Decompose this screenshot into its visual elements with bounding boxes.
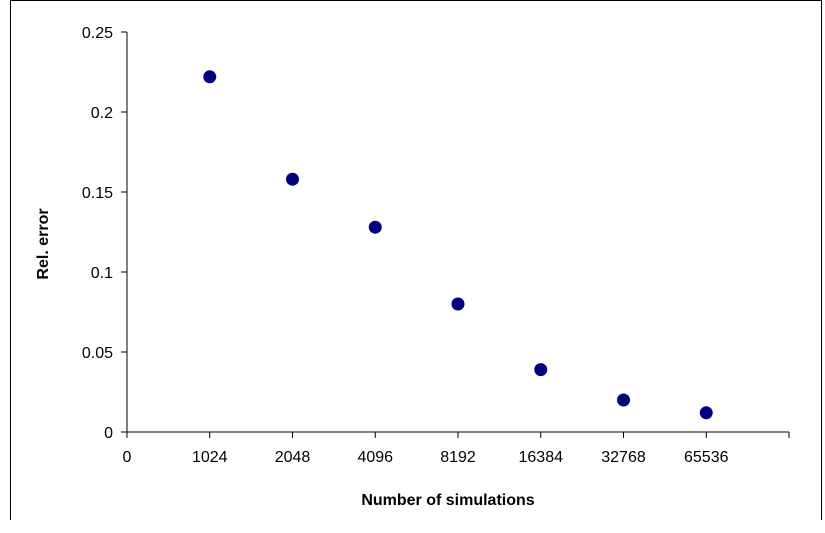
y-tick-label: 0.25 [82,25,113,42]
y-tick-label: 0.1 [91,265,113,282]
x-tick-label: 0 [123,449,132,466]
data-points [203,70,713,419]
y-ticks: 0 0.05 0.1 0.15 0.2 0.25 [82,25,127,442]
data-point [700,406,713,419]
data-point [534,363,547,376]
y-tick-label: 0 [104,425,113,442]
y-tick-label: 0.15 [82,185,113,202]
data-point [617,394,630,407]
data-point [203,70,216,83]
x-tick-label: 4096 [357,449,393,466]
axes [127,32,789,432]
data-point [452,298,465,311]
y-tick-label: 0.05 [82,345,113,362]
x-ticks: 0 1024 2048 4096 8192 16384 32768 65536 [123,432,789,466]
y-tick-label: 0.2 [91,105,113,122]
x-tick-label: 8192 [440,449,476,466]
x-tick-label: 65536 [684,449,729,466]
data-point [286,173,299,186]
x-tick-label: 16384 [519,449,564,466]
x-tick-label: 32768 [601,449,646,466]
y-axis-title: Rel. error [35,208,52,279]
x-axis-title: Number of simulations [361,492,534,509]
x-tick-label: 1024 [192,449,228,466]
data-point [369,221,382,234]
x-tick-label: 2048 [275,449,311,466]
